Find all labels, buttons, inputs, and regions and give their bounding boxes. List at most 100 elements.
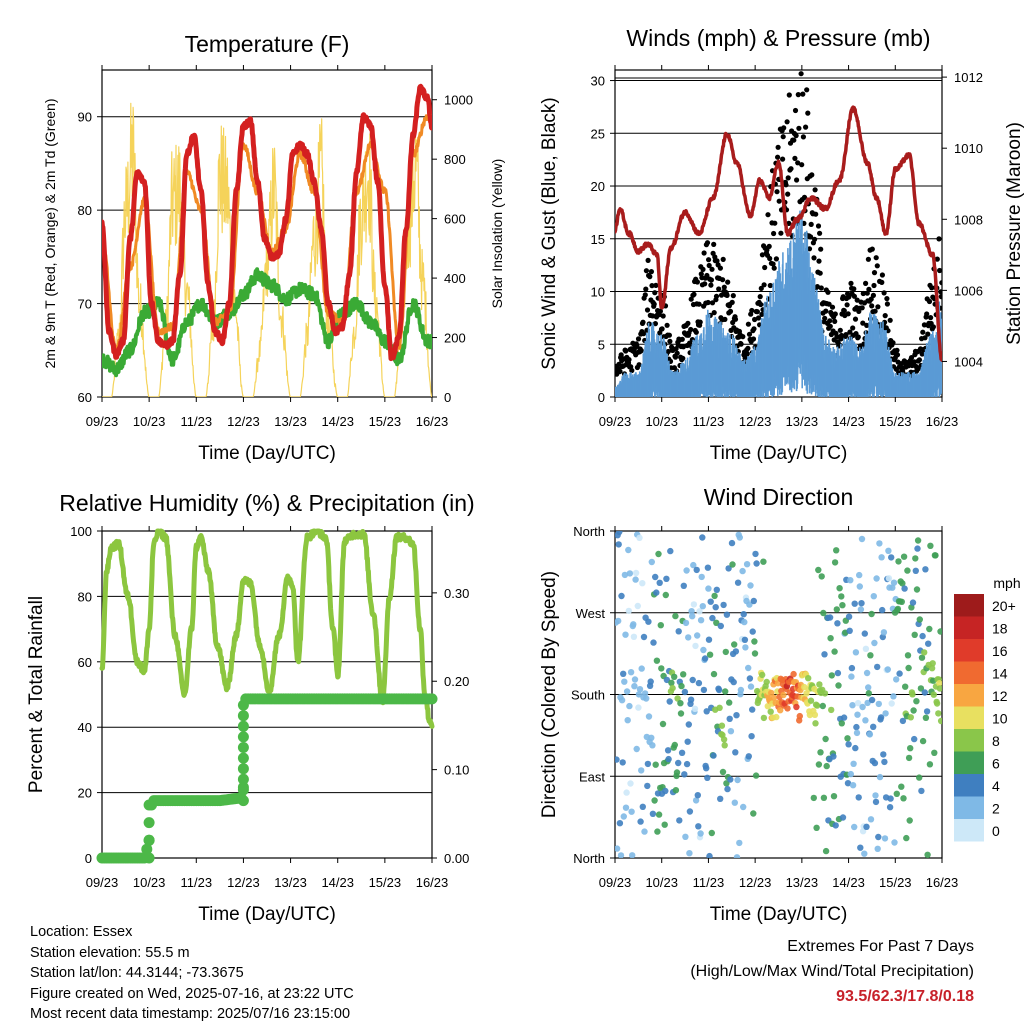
gust-point <box>884 301 891 307</box>
direction-point <box>893 790 900 797</box>
direction-point <box>718 722 726 729</box>
y-tick-label: North <box>573 851 605 866</box>
gust-point <box>827 323 833 329</box>
direction-point <box>638 767 645 774</box>
gust-point <box>815 223 822 229</box>
direction-point <box>815 761 823 768</box>
gust-point <box>871 282 877 289</box>
gust-point <box>667 338 673 344</box>
x-tick-label: 14/23 <box>321 414 354 429</box>
gust-point <box>708 277 715 283</box>
direction-point <box>687 696 695 703</box>
gust-point <box>774 189 780 195</box>
direction-point <box>745 664 752 672</box>
direction-point <box>875 700 882 708</box>
direction-point <box>858 535 866 543</box>
gust-point <box>704 272 710 279</box>
legend-swatch <box>954 796 984 819</box>
legend-swatch <box>954 819 984 842</box>
direction-point <box>906 817 913 824</box>
y-axis-label: 2m & 9m T (Red, Orange) & 2m Td (Green) <box>42 99 58 369</box>
direction-point <box>688 608 695 615</box>
y-tick-label: 20 <box>591 179 605 194</box>
gust-point <box>938 294 942 300</box>
gust-point <box>803 124 809 130</box>
direction-point <box>736 534 743 541</box>
direction-point <box>750 810 757 817</box>
gust-point <box>865 256 872 262</box>
y2-tick-label: 1008 <box>954 212 983 227</box>
y-tick-label: 100 <box>70 524 92 539</box>
direction-point <box>816 681 823 688</box>
gust-point <box>794 177 800 183</box>
direction-point <box>618 697 626 704</box>
gust-point <box>801 194 808 200</box>
gust-point <box>617 368 623 374</box>
gust-point <box>920 329 926 335</box>
direction-point <box>839 602 846 609</box>
direction-point <box>720 736 728 743</box>
gust-point <box>926 298 933 305</box>
direction-point <box>922 566 929 573</box>
direction-point <box>924 851 931 858</box>
direction-point <box>633 745 640 753</box>
direction-point <box>694 792 701 799</box>
chart-title: Wind Direction <box>704 484 854 510</box>
direction-point <box>830 753 837 760</box>
precip-point <box>237 699 249 711</box>
direction-point <box>887 795 894 802</box>
direction-point <box>930 691 937 698</box>
latlon-text: Station lat/lon: 44.3144; -73.3675 <box>30 965 244 981</box>
direction-point <box>709 614 716 622</box>
direction-point <box>805 675 812 682</box>
direction-point <box>890 579 898 586</box>
direction-point <box>638 665 645 672</box>
direction-point <box>834 620 841 627</box>
gust-point <box>771 230 777 237</box>
direction-point <box>753 560 760 567</box>
gust-point <box>775 154 781 160</box>
direction-point <box>784 705 791 712</box>
direction-point <box>912 555 919 562</box>
direction-point <box>673 769 681 776</box>
gust-point <box>809 172 815 178</box>
x-tick-label: 13/23 <box>274 875 307 890</box>
x-tick-label: 11/23 <box>693 875 725 890</box>
direction-point <box>905 754 913 762</box>
gust-point <box>732 316 739 322</box>
direction-point <box>777 707 784 714</box>
direction-point <box>845 613 853 620</box>
direction-point <box>697 617 705 624</box>
direction-point <box>694 632 701 639</box>
direction-point <box>731 641 738 648</box>
gust-point <box>814 284 821 290</box>
direction-point <box>625 546 632 554</box>
gust-point <box>847 329 853 335</box>
gust-point <box>800 91 806 97</box>
direction-point <box>893 676 900 683</box>
direction-point <box>680 671 687 678</box>
direction-point <box>659 720 667 728</box>
gust-point <box>854 297 860 303</box>
direction-point <box>731 799 738 806</box>
precip-point <box>143 817 155 829</box>
direction-point <box>911 631 918 638</box>
direction-point <box>849 702 856 709</box>
x-tick-label: 15/23 <box>879 414 912 429</box>
direction-point <box>644 782 651 790</box>
legend-label: 16 <box>992 643 1008 659</box>
x-tick-label: 10/23 <box>645 414 678 429</box>
direction-point <box>899 717 907 725</box>
direction-point <box>760 558 767 565</box>
gust-point <box>822 315 828 321</box>
gust-point <box>744 351 750 357</box>
direction-point <box>888 554 895 561</box>
gust-point <box>666 332 673 338</box>
direction-point <box>732 749 739 756</box>
extremes-values: 93.5/62.3/17.8/0.18 <box>836 988 974 1005</box>
direction-point <box>894 605 902 613</box>
direction-point <box>899 580 906 587</box>
direction-point <box>745 753 752 760</box>
direction-point <box>742 644 749 651</box>
direction-point <box>856 571 863 579</box>
